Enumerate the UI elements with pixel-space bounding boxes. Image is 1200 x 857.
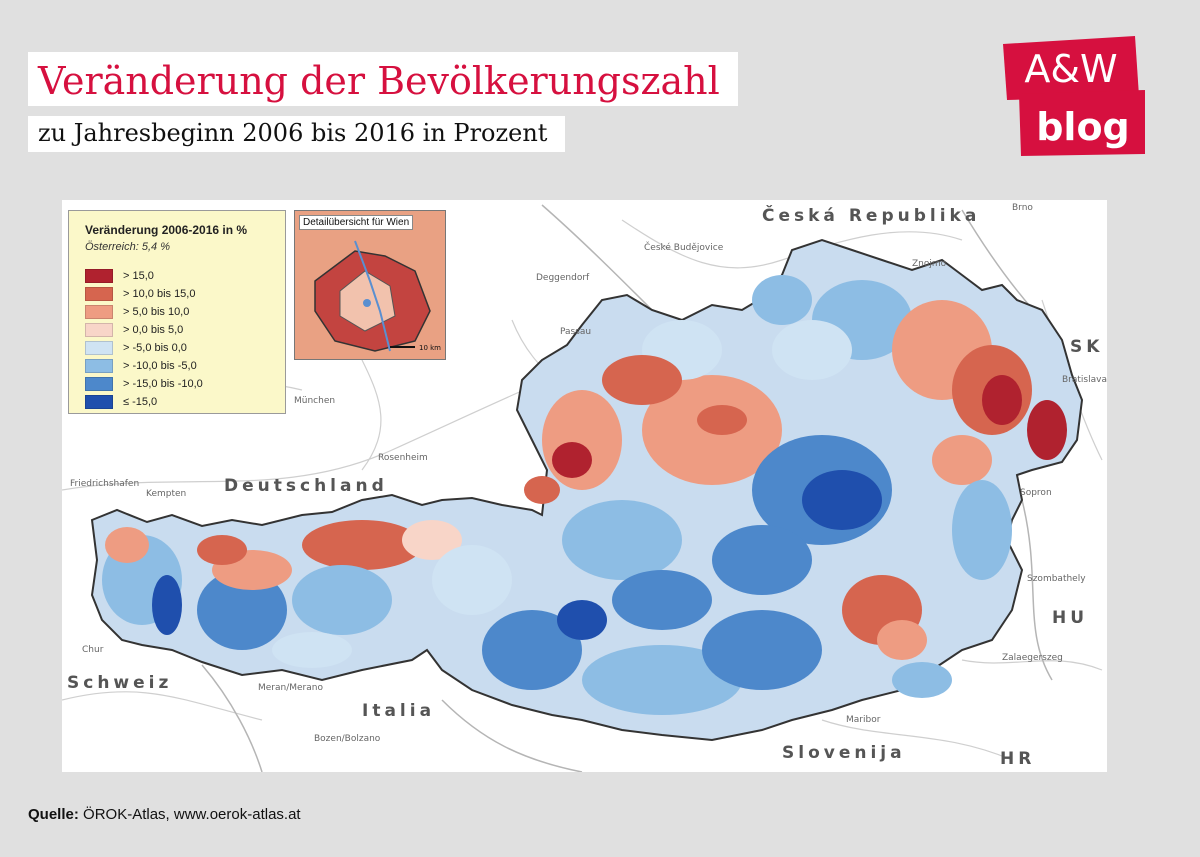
legend-swatch [85,377,113,391]
legend-label: > -15,0 bis -10,0 [123,378,203,390]
legend-item: > 10,0 bis 15,0 [85,287,195,301]
map-legend: Veränderung 2006-2016 in % Österreich: 5… [68,210,286,414]
legend-item: > -15,0 bis -10,0 [85,377,203,391]
label-czech: Česká Republika [762,204,980,226]
city-sopron: Sopron [1020,488,1052,498]
legend-label: ≤ -15,0 [123,396,158,408]
legend-item: > 15,0 [85,269,154,283]
legend-label: > -10,0 bis -5,0 [123,360,197,372]
city-friedrichshafen: Friedrichshafen [70,479,139,489]
source-text: ÖROK-Atlas, www.oerok-atlas.at [83,806,301,823]
city-munchen: München [294,396,335,406]
inset-label: Detailübersicht für Wien [299,215,414,230]
vienna-inset-map: 10 km Detailübersicht für Wien [294,210,446,360]
city-passau: Passau [560,327,591,337]
vienna-inset-drawing: 10 km [295,211,445,359]
legend-swatch [85,359,113,373]
label-switzerland: Schweiz [67,673,172,693]
aw-blog-logo: A&W blog [1003,36,1145,156]
label-germany: Deutschland [224,476,388,496]
legend-swatch [85,305,113,319]
city-kempten: Kempten [146,489,186,499]
city-deggendorf: Deggendorf [536,273,590,283]
source-note: Quelle: ÖROK-Atlas, www.oerok-atlas.at [28,806,301,823]
label-slovenia: Slovenija [782,743,906,763]
population-areas [102,275,1067,715]
map-canvas: Česká Republika Deutschland Schweiz Ital… [62,203,1107,772]
city-bratislava: Bratislava [1062,375,1107,385]
label-hungary: HU [1052,608,1088,628]
city-labels: Brno České Budějovice Deggendorf Passau … [70,203,1107,744]
city-bozen: Bozen/Bolzano [314,734,381,744]
page-subtitle: zu Jahresbeginn 2006 bis 2016 in Prozent [38,119,548,147]
city-rosenheim: Rosenheim [378,453,428,463]
legend-swatch [85,395,113,409]
legend-item: ≤ -15,0 [85,395,157,409]
subtitle-box: zu Jahresbeginn 2006 bis 2016 in Prozent [28,116,566,152]
logo-line2: blog [1036,105,1130,149]
legend-item: > -5,0 bis 0,0 [85,341,187,355]
legend-label: > 0,0 bis 5,0 [123,324,184,336]
legend-swatch [85,269,113,283]
city-chur: Chur [82,645,104,655]
city-brno: Brno [1012,203,1033,213]
legend-label: > 10,0 bis 15,0 [123,288,196,300]
title-box: Veränderung der Bevölkerungszahl [28,52,738,106]
inset-scale: 10 km [419,344,441,352]
label-croatia: HR [1000,749,1035,769]
legend-label: > -5,0 bis 0,0 [123,342,187,354]
logo-line1: A&W [1024,47,1117,91]
label-slovakia: SK [1070,337,1103,357]
country-labels: Česká Republika Deutschland Schweiz Ital… [67,204,1103,769]
legend-title: Veränderung 2006-2016 in % [85,223,248,237]
city-szombathely: Szombathely [1027,574,1086,584]
page-title: Veränderung der Bevölkerungszahl [38,59,720,103]
map-frame: Česká Republika Deutschland Schweiz Ital… [62,200,1107,772]
legend-swatch [85,323,113,337]
legend-swatch [85,341,113,355]
label-italy: Italia [362,701,435,721]
city-budejovice: České Budějovice [644,241,724,253]
legend-label: > 15,0 [123,270,154,282]
city-meran: Meran/Merano [258,683,323,693]
legend-item: > 0,0 bis 5,0 [85,323,183,337]
source-label: Quelle: [28,806,79,823]
city-maribor: Maribor [846,715,881,725]
city-zalaegerszeg: Zalaegerszeg [1002,653,1063,663]
legend-subtitle: Österreich: 5,4 % [85,241,170,253]
legend-swatch [85,287,113,301]
legend-item: > -10,0 bis -5,0 [85,359,197,373]
legend-item: > 5,0 bis 10,0 [85,305,189,319]
city-znojmo: Znojmo [912,259,947,269]
legend-label: > 5,0 bis 10,0 [123,306,190,318]
